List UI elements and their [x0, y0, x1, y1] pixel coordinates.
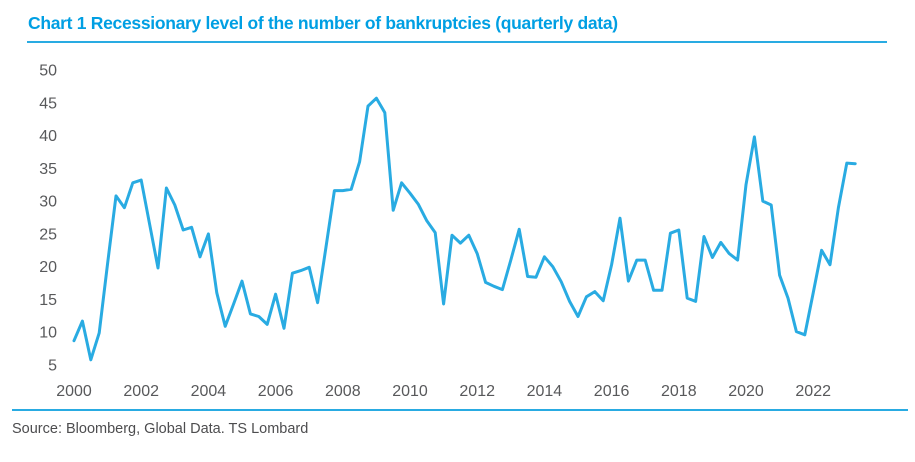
- x-axis-tick-label: 2010: [392, 383, 428, 400]
- x-axis-tick-label: 2012: [459, 383, 495, 400]
- x-axis-tick-label: 2018: [661, 383, 697, 400]
- x-axis-tick-label: 2006: [258, 383, 294, 400]
- y-axis-tick-label: 40: [39, 128, 57, 145]
- x-axis-tick-label: 2020: [728, 383, 764, 400]
- x-axis-tick-label: 2014: [527, 383, 563, 400]
- y-axis-tick-label: 25: [39, 226, 57, 243]
- y-axis-tick-label: 10: [39, 325, 57, 342]
- y-axis-tick-label: 15: [39, 292, 57, 309]
- source-note: Source: Bloomberg, Global Data. TS Lomba…: [12, 421, 309, 437]
- x-axis-tick-label: 2004: [191, 383, 227, 400]
- x-axis-tick-label: 2022: [795, 383, 831, 400]
- x-axis-tick-label: 2008: [325, 383, 361, 400]
- title-divider-rule: [27, 41, 887, 43]
- chart-title: Chart 1 Recessionary level of the number…: [28, 13, 618, 33]
- x-axis-tick-label: 2002: [123, 383, 159, 400]
- x-axis-tick-label: 2000: [56, 383, 92, 400]
- x-axis-tick-label: 2016: [594, 383, 630, 400]
- y-axis-tick-label: 5: [48, 358, 57, 375]
- footer-divider-rule: [12, 409, 908, 411]
- y-axis-tick-label: 20: [39, 259, 57, 276]
- y-axis-tick-label: 45: [39, 95, 57, 112]
- y-axis-tick-label: 35: [39, 161, 57, 178]
- y-axis-tick-label: 30: [39, 194, 57, 211]
- bankruptcies-line: [72, 96, 857, 362]
- y-axis-tick-label: 50: [39, 63, 57, 80]
